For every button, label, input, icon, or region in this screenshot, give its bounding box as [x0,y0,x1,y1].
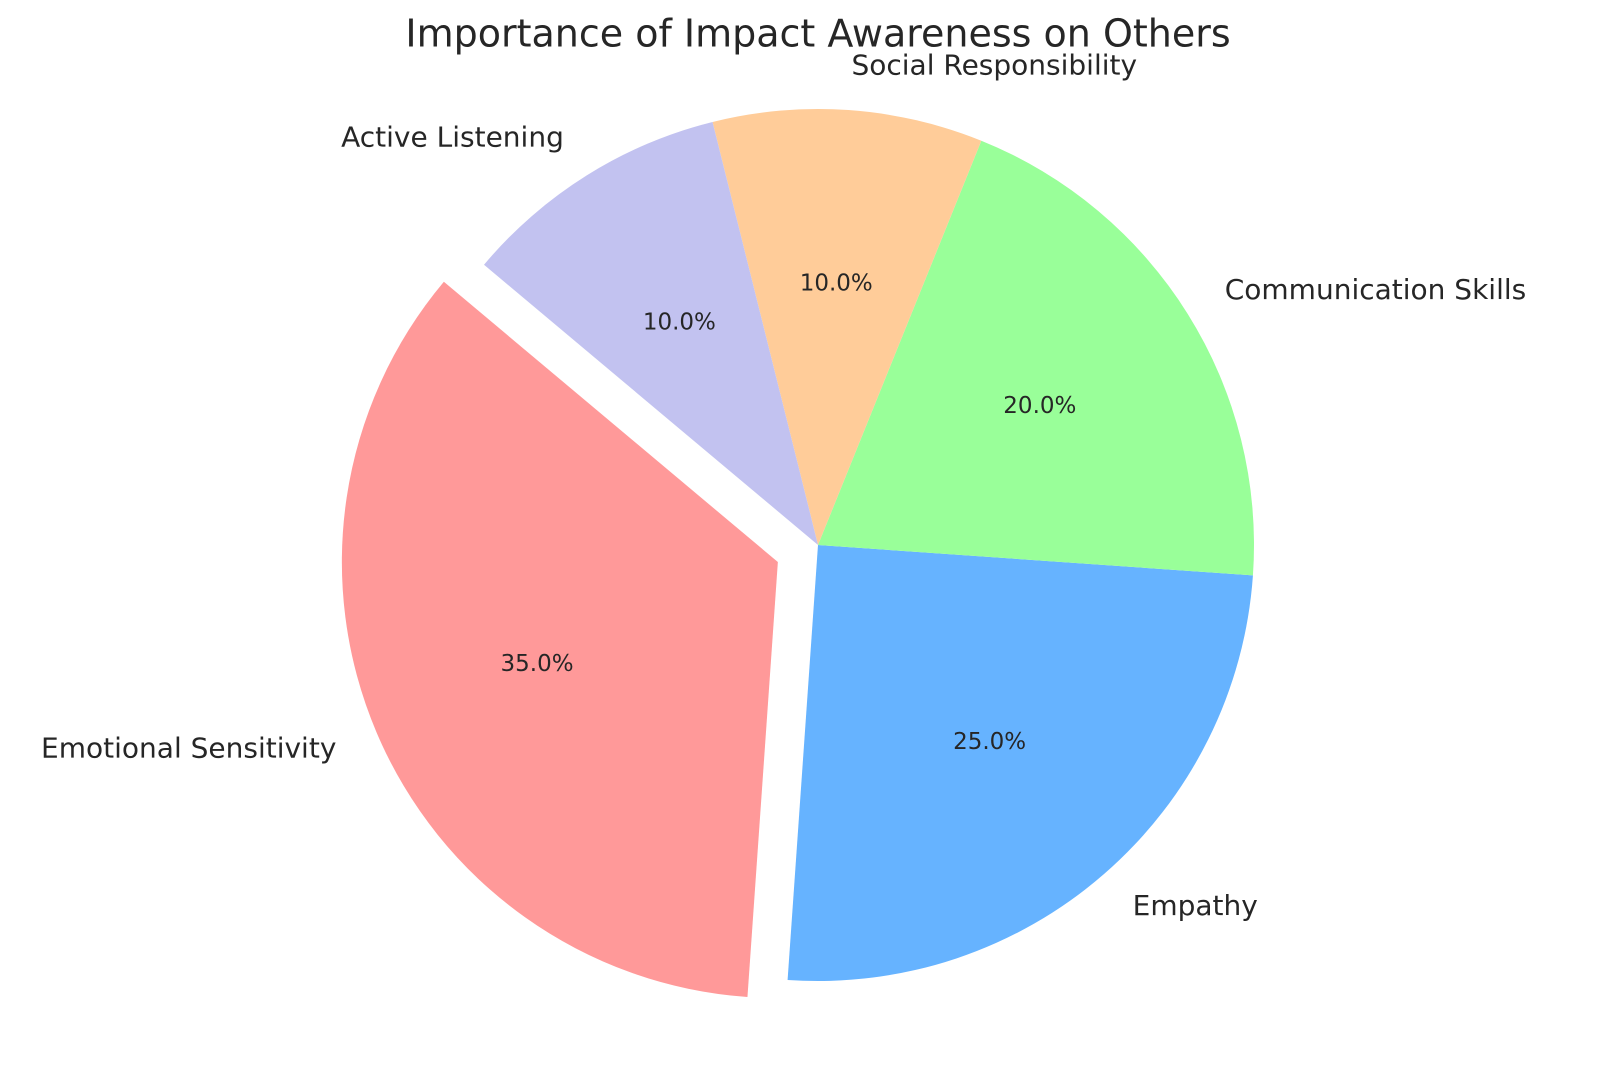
percent-label-communication-skills: 20.0% [1003,393,1076,419]
slice-emotional-sensitivity [341,281,778,997]
category-label-social-responsibility: Social Responsibility [851,49,1137,82]
pie-slices [341,109,1254,997]
category-label-active-listening: Active Listening [341,120,564,153]
percent-label-emotional-sensitivity: 35.0% [501,651,574,677]
percent-label-social-responsibility: 10.0% [800,271,873,297]
percent-label-empathy: 25.0% [953,729,1026,755]
slice-empathy [787,545,1253,981]
category-label-emotional-sensitivity: Emotional Sensitivity [41,731,336,764]
percent-label-active-listening: 10.0% [643,310,716,336]
slice-social-responsibility [712,109,982,545]
category-label-communication-skills: Communication Skills [1225,273,1527,306]
category-label-empathy: Empathy [1133,889,1258,922]
slice-communication-skills [818,140,1254,576]
chart-title: Importance of Impact Awareness on Others [405,12,1230,56]
slice-active-listening [484,121,818,546]
pie-labels: 35.0% Emotional Sensitivity 25.0% Empathy 20… [41,49,1526,922]
